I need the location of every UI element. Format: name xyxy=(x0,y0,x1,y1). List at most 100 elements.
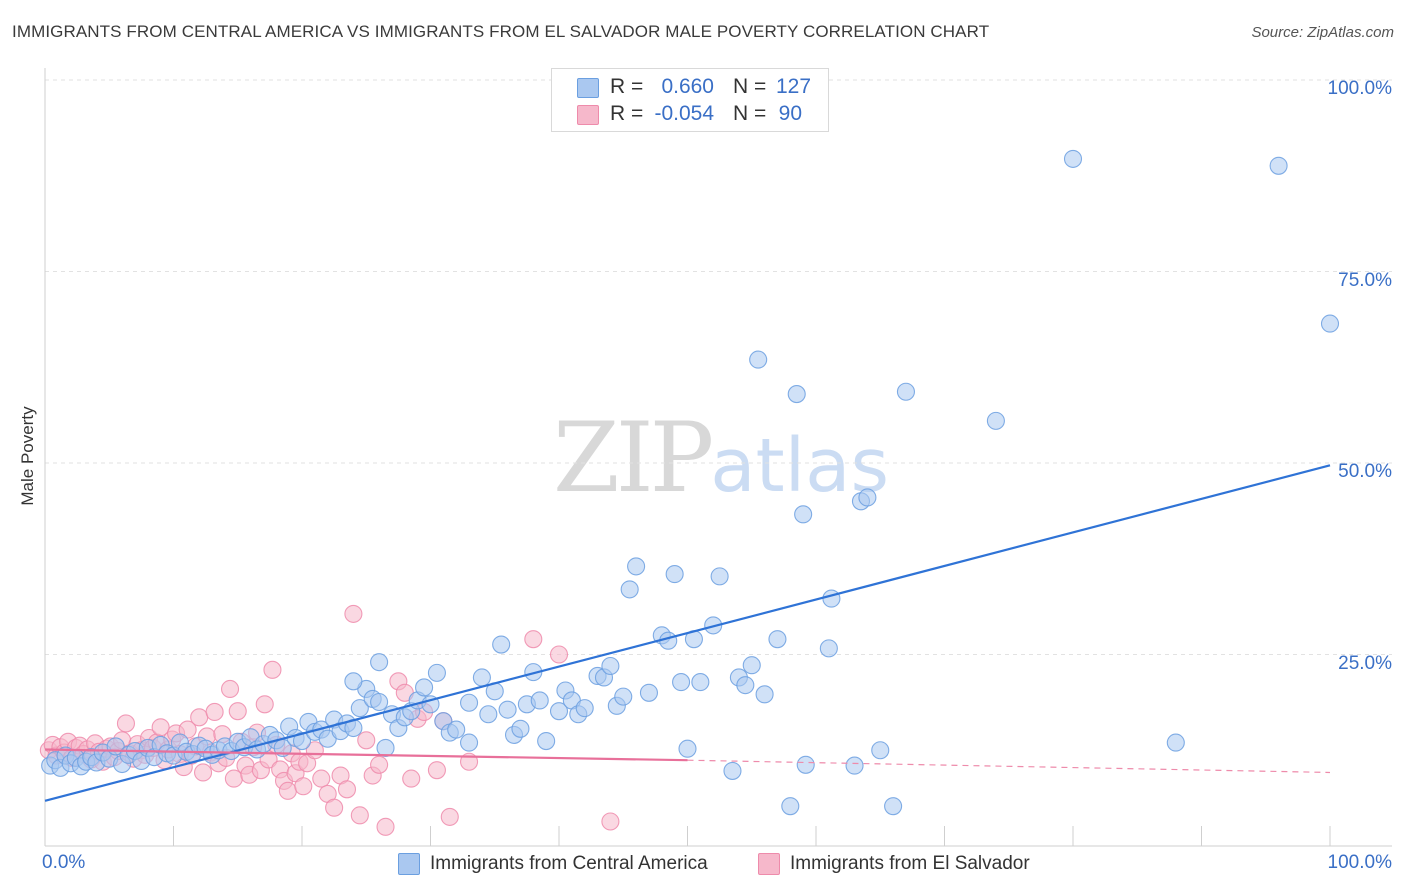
legend-swatch-pink xyxy=(758,853,780,875)
data-point-central-america xyxy=(710,567,729,586)
legend-label: Immigrants from Central America xyxy=(430,853,708,874)
data-point-el-salvador xyxy=(524,630,543,649)
data-point-central-america xyxy=(723,761,742,780)
data-point-central-america xyxy=(736,676,755,695)
stats-r-label: R = xyxy=(610,75,644,98)
data-point-el-salvador xyxy=(263,660,282,679)
data-point-central-america xyxy=(845,756,864,775)
data-point-central-america xyxy=(691,673,710,692)
data-point-central-america xyxy=(292,732,312,751)
data-point-el-salvador xyxy=(194,763,213,782)
data-point-central-america xyxy=(459,733,479,752)
data-point-el-salvador xyxy=(344,604,363,623)
data-point-central-america xyxy=(370,653,389,672)
data-point-central-america xyxy=(896,382,916,401)
data-point-central-america xyxy=(511,719,530,738)
stats-swatch-pink xyxy=(577,105,599,125)
data-point-central-america xyxy=(819,639,838,658)
stats-r-value: 0.660 xyxy=(661,75,714,98)
data-point-el-salvador xyxy=(402,769,421,788)
data-point-central-america xyxy=(1320,314,1340,333)
stats-r-value: -0.054 xyxy=(654,102,714,125)
data-point-central-america xyxy=(601,656,620,676)
axes xyxy=(44,68,1392,847)
data-point-central-america xyxy=(678,739,697,758)
data-point-central-america xyxy=(749,350,768,369)
data-point-el-salvador xyxy=(427,761,446,780)
data-point-el-salvador xyxy=(220,679,240,699)
data-point-central-america xyxy=(459,693,479,712)
trend-lines xyxy=(44,464,1331,802)
data-point-central-america xyxy=(871,741,890,760)
stats-n-label: N = xyxy=(733,102,767,125)
data-point-central-america xyxy=(986,411,1005,430)
data-point-el-salvador xyxy=(601,812,620,831)
data-point-central-america xyxy=(858,488,877,507)
data-point-central-america xyxy=(755,685,774,704)
data-point-central-america xyxy=(1269,156,1288,175)
data-point-el-salvador xyxy=(255,695,274,714)
data-point-central-america xyxy=(370,692,389,712)
data-point-el-salvador xyxy=(190,708,209,727)
data-point-central-america xyxy=(498,700,517,719)
data-point-central-america xyxy=(1166,733,1185,752)
legend-swatch-blue xyxy=(398,853,420,875)
data-point-el-salvador xyxy=(357,731,376,750)
data-point-central-america xyxy=(479,705,498,724)
y-tick-label: 50.0% xyxy=(1338,461,1392,482)
data-point-el-salvador xyxy=(370,755,389,774)
trend-line-el-salvador-extension xyxy=(687,759,1331,774)
chart-source: Source: ZipAtlas.com xyxy=(1251,24,1394,41)
data-point-el-salvador xyxy=(325,798,344,817)
x-tick-label-min: 0.0% xyxy=(42,852,86,873)
data-point-el-salvador xyxy=(440,807,459,826)
data-point-central-america xyxy=(672,673,691,692)
watermark-zip: ZIP xyxy=(553,402,714,514)
data-point-el-salvador xyxy=(312,769,331,788)
data-point-central-america xyxy=(781,797,800,816)
stats-n-value: 127 xyxy=(776,75,812,98)
data-point-central-america xyxy=(787,385,806,404)
data-point-central-america xyxy=(742,656,761,675)
data-point-central-america xyxy=(427,663,446,682)
data-point-central-america xyxy=(537,732,556,751)
data-point-central-america xyxy=(344,672,363,691)
data-point-central-america xyxy=(614,687,633,706)
data-point-central-america xyxy=(627,557,646,576)
stats-n-label: N = xyxy=(733,75,767,98)
data-point-central-america xyxy=(620,580,639,599)
data-point-central-america xyxy=(575,699,594,718)
data-point-central-america xyxy=(884,797,903,816)
data-point-central-america xyxy=(794,505,813,524)
data-point-el-salvador xyxy=(376,817,395,836)
chart-title: IMMIGRANTS FROM CENTRAL AMERICA VS IMMIG… xyxy=(12,22,990,41)
data-point-el-salvador xyxy=(350,806,369,825)
stats-swatch-blue xyxy=(577,78,599,98)
data-point-central-america xyxy=(530,691,549,710)
data-point-central-america xyxy=(1063,149,1083,168)
data-point-el-salvador xyxy=(549,645,569,664)
y-tick-label: 100.0% xyxy=(1327,78,1392,99)
stats-legend-box: R = 0.660 N = 127 R = -0.054 N = 90 xyxy=(551,68,829,132)
data-point-central-america xyxy=(639,683,659,702)
data-point-central-america xyxy=(376,738,395,758)
y-tick-label: 25.0% xyxy=(1338,652,1392,674)
data-point-central-america xyxy=(796,755,815,774)
x-tick-label-max: 100.0% xyxy=(1327,852,1392,873)
data-point-el-salvador xyxy=(337,780,357,799)
stats-n-value: 90 xyxy=(778,102,802,125)
stats-r-label: R = xyxy=(610,102,644,125)
data-point-central-america xyxy=(665,565,684,584)
data-point-central-america xyxy=(350,699,369,718)
trend-line-el-salvador xyxy=(44,748,688,762)
trend-line-central-america xyxy=(44,464,1331,802)
data-point-el-salvador xyxy=(228,702,247,721)
data-point-el-salvador xyxy=(151,718,170,737)
watermark: ZIPatlas xyxy=(553,402,889,514)
data-point-el-salvador xyxy=(205,702,224,722)
data-point-el-salvador xyxy=(116,714,136,733)
data-point-central-america xyxy=(822,589,841,608)
data-point-central-america xyxy=(768,630,787,649)
data-point-el-salvador xyxy=(278,781,297,800)
